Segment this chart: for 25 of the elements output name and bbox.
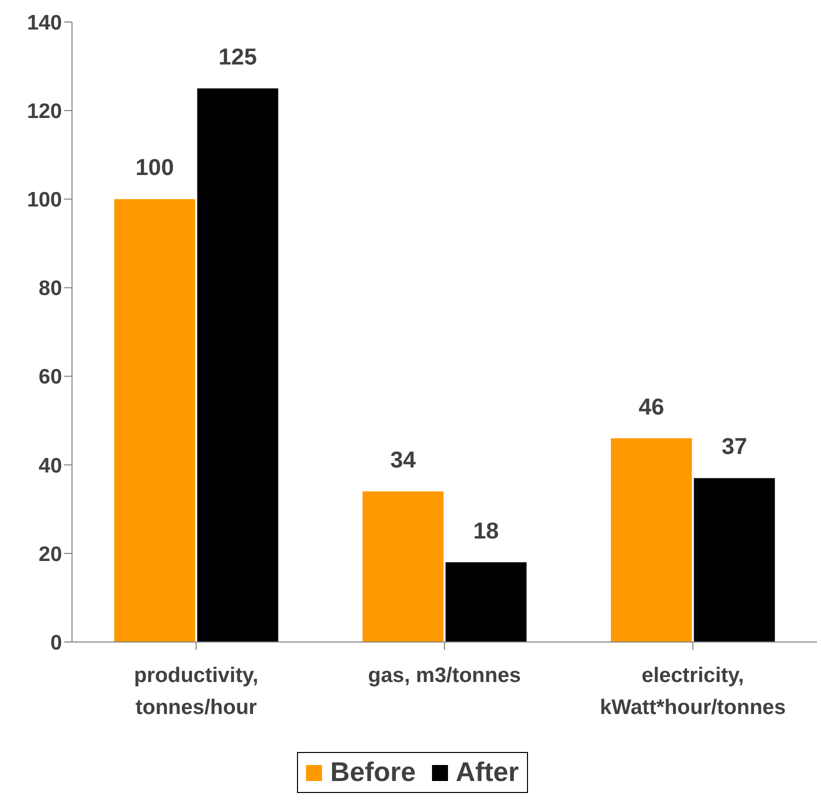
bar	[610, 438, 692, 642]
data-label: 34	[390, 446, 416, 472]
data-label: 100	[136, 154, 174, 180]
x-tick-label: electricity, kWatt*hour/tonnes	[600, 664, 786, 719]
legend-label: Before	[330, 757, 416, 788]
data-label: 46	[638, 393, 664, 420]
y-tick-label: 0	[50, 631, 62, 654]
data-label: 18	[473, 517, 500, 544]
x-tick-label: gas, m3/tonnes	[368, 664, 521, 687]
y-tick-label: 20	[38, 542, 62, 566]
data-label: 125	[218, 43, 258, 70]
legend-label: After	[456, 757, 519, 788]
bar	[114, 199, 196, 642]
y-tick-label: 100	[26, 188, 62, 212]
y-tick-label: 40	[38, 454, 62, 478]
y-tick-label: 80	[38, 277, 62, 300]
y-tick-label: 120	[26, 100, 62, 124]
bar	[694, 478, 775, 642]
data-label: 37	[722, 433, 748, 460]
x-tick-label: productivity, tonnes/hour	[134, 664, 258, 719]
y-tick-label: 60	[38, 366, 62, 389]
bar	[446, 562, 527, 642]
bar	[362, 491, 444, 642]
bar	[197, 88, 278, 642]
y-tick-label: 140	[26, 11, 62, 34]
